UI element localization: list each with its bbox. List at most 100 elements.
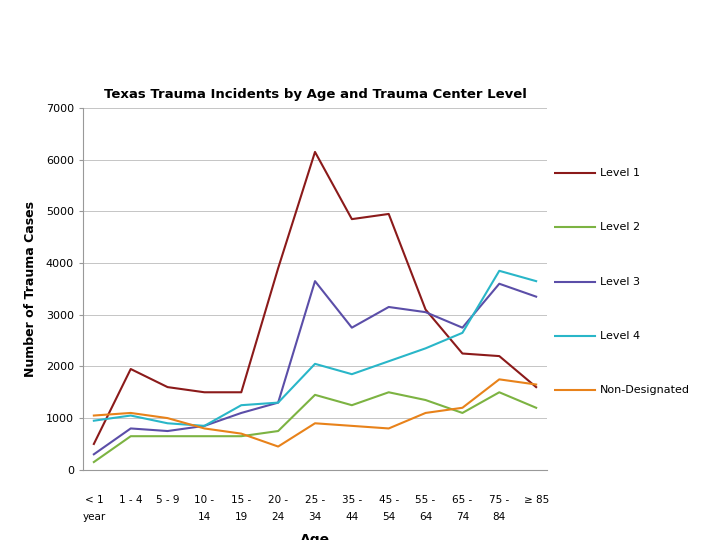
Non-Designated (163, 415, 172, 421)
Level 1 (163, 384, 172, 390)
Level 3 (532, 293, 541, 300)
Level 1 (458, 350, 467, 357)
Level 1 (89, 441, 98, 447)
Level 2 (495, 389, 503, 395)
Level 4 (163, 420, 172, 427)
Text: year: year (82, 512, 106, 522)
Line: Non-Designated: Non-Designated (94, 379, 536, 447)
Non-Designated (384, 425, 393, 431)
Text: 65 -: 65 - (452, 495, 472, 504)
Text: < 1: < 1 (84, 495, 103, 504)
Text: 44: 44 (345, 512, 359, 522)
Level 2 (127, 433, 135, 440)
Text: 10 -: 10 - (194, 495, 215, 504)
Level 2 (274, 428, 282, 434)
Level 2 (384, 389, 393, 395)
Text: 5 - 9: 5 - 9 (156, 495, 179, 504)
Level 2 (163, 433, 172, 440)
Non-Designated (127, 410, 135, 416)
Text: 15 -: 15 - (231, 495, 251, 504)
Line: Level 1: Level 1 (94, 152, 536, 444)
Non-Designated (311, 420, 320, 427)
Text: Level 3: Level 3 (600, 276, 640, 287)
Non-Designated (200, 425, 209, 431)
Level 3 (421, 309, 430, 315)
Text: 64: 64 (419, 512, 432, 522)
Level 1 (127, 366, 135, 372)
Text: 34: 34 (308, 512, 322, 522)
Level 3 (163, 428, 172, 434)
Text: 55 -: 55 - (415, 495, 436, 504)
Text: 84: 84 (492, 512, 506, 522)
Text: 54: 54 (382, 512, 395, 522)
Level 2 (200, 433, 209, 440)
Non-Designated (458, 404, 467, 411)
Level 3 (495, 280, 503, 287)
Non-Designated (421, 410, 430, 416)
Level 3 (89, 451, 98, 457)
Level 1 (421, 306, 430, 313)
Text: 45 -: 45 - (379, 495, 399, 504)
Text: ≥ 85: ≥ 85 (523, 495, 549, 504)
Level 3 (237, 410, 246, 416)
Text: 19: 19 (235, 512, 248, 522)
Text: 1 - 4: 1 - 4 (119, 495, 143, 504)
Level 4 (237, 402, 246, 408)
Level 3 (311, 278, 320, 285)
Text: Age: Age (300, 533, 330, 540)
Text: 25 -: 25 - (305, 495, 325, 504)
Level 1 (274, 265, 282, 272)
Level 2 (237, 433, 246, 440)
Level 2 (458, 410, 467, 416)
Level 4 (458, 329, 467, 336)
Level 2 (421, 397, 430, 403)
Text: Level 2: Level 2 (600, 222, 640, 232)
Non-Designated (348, 423, 356, 429)
Polygon shape (0, 8, 347, 84)
Non-Designated (532, 381, 541, 388)
Level 3 (200, 423, 209, 429)
Text: Texas Trauma Incidents by Age: Texas Trauma Incidents by Age (334, 22, 698, 42)
Level 4 (384, 358, 393, 365)
Line: Level 3: Level 3 (94, 281, 536, 454)
Level 4 (495, 267, 503, 274)
Level 3 (127, 425, 135, 431)
Level 4 (348, 371, 356, 377)
Level 4 (311, 361, 320, 367)
Level 1 (311, 148, 320, 155)
Level 4 (127, 413, 135, 419)
Level 1 (384, 211, 393, 217)
Text: 35 -: 35 - (342, 495, 362, 504)
Non-Designated (274, 443, 282, 450)
Level 4 (274, 400, 282, 406)
Level 2 (89, 459, 98, 465)
Level 2 (348, 402, 356, 408)
Text: 75 -: 75 - (489, 495, 510, 504)
Level 2 (311, 392, 320, 398)
Text: 74: 74 (456, 512, 469, 522)
Title: Texas Trauma Incidents by Age and Trauma Center Level: Texas Trauma Incidents by Age and Trauma… (104, 88, 526, 102)
Text: Non-Designated: Non-Designated (600, 385, 690, 395)
Level 4 (532, 278, 541, 285)
Level 3 (384, 303, 393, 310)
Level 3 (348, 325, 356, 331)
Level 3 (274, 400, 282, 406)
Non-Designated (89, 413, 98, 419)
Level 1 (200, 389, 209, 395)
Non-Designated (237, 430, 246, 437)
Level 1 (237, 389, 246, 395)
Level 4 (89, 417, 98, 424)
Text: Level 1: Level 1 (600, 168, 640, 178)
Level 2 (532, 404, 541, 411)
Text: Level 4: Level 4 (600, 331, 640, 341)
Text: 14: 14 (198, 512, 211, 522)
Non-Designated (495, 376, 503, 382)
Level 3 (458, 325, 467, 331)
Level 1 (495, 353, 503, 359)
Line: Level 4: Level 4 (94, 271, 536, 426)
Level 1 (532, 384, 541, 390)
Text: 24: 24 (271, 512, 285, 522)
Text: and Trauma Center Level: and Trauma Center Level (405, 63, 698, 83)
Y-axis label: Number of Trauma Cases: Number of Trauma Cases (24, 201, 37, 377)
Line: Level 2: Level 2 (94, 392, 536, 462)
